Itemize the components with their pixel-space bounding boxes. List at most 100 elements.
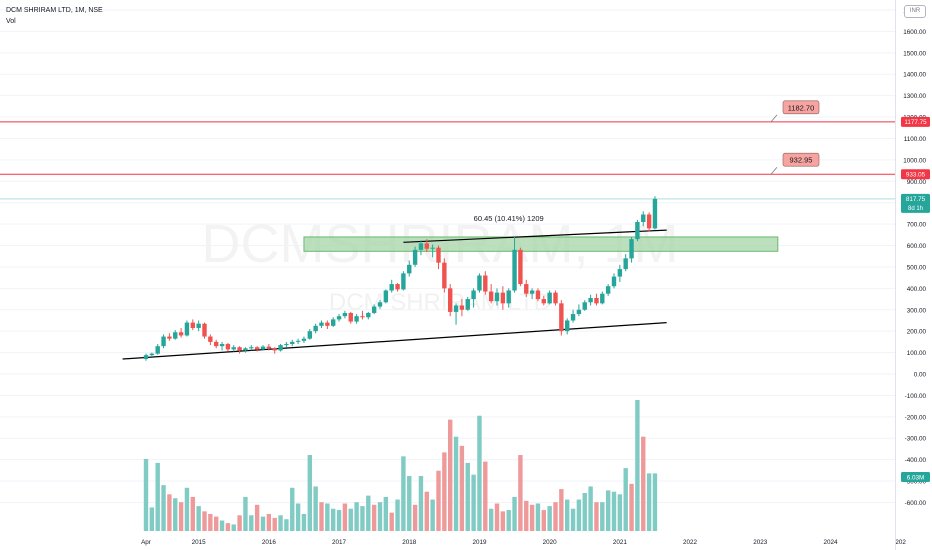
time-tick-label: 2022 [683, 539, 698, 546]
candle-body [214, 341, 219, 347]
candle-body [360, 316, 365, 318]
candle-body [559, 303, 564, 332]
price-axis-tags: 1177.75 933.05 817.75 8d 1h 6.03M [901, 116, 930, 482]
candle-body [301, 338, 307, 341]
candle-body [541, 299, 546, 304]
price-tick-label: -600.00 [905, 500, 927, 507]
candle-body [196, 323, 201, 328]
volume-bar [553, 502, 558, 531]
candle-body [319, 322, 324, 326]
price-axis[interactable]: 1700.001600.001500.001400.001300.001200.… [903, 8, 926, 507]
candle-body [506, 290, 511, 304]
time-tick-label: 202 [895, 539, 906, 546]
candle-body [518, 249, 523, 285]
candle-body [629, 239, 634, 259]
price-range-measure[interactable]: 60.45 (10.41%) 1209 [474, 214, 544, 223]
candle-body [565, 320, 570, 332]
price-tick-label: 700.00 [907, 222, 927, 229]
candle-body [529, 290, 535, 294]
price-axis-separator [895, 0, 896, 550]
volume-bar [149, 507, 155, 531]
price-tick-label: 600.00 [907, 243, 927, 250]
candle-body [535, 290, 541, 300]
support-resistance-zone[interactable] [303, 236, 779, 252]
price-tick-label: 100.00 [907, 350, 927, 357]
candle-body [342, 312, 348, 317]
volume-bar [196, 506, 201, 531]
candle-body [243, 348, 248, 351]
volume-bar [588, 486, 593, 531]
time-tick-label: 2024 [823, 539, 838, 546]
measure-label: 60.45 (10.41%) 1209 [474, 214, 544, 223]
candle-body [635, 221, 640, 240]
candle-body [617, 269, 623, 277]
currency-badge[interactable]: INR [904, 5, 926, 18]
trendlines[interactable] [122, 229, 667, 360]
volume-bar [518, 455, 523, 531]
candle-body [448, 288, 453, 312]
volume-bar [477, 415, 482, 531]
price-tick-label: 300.00 [907, 307, 927, 314]
volume-bar [301, 513, 307, 531]
volume-bar [325, 503, 330, 531]
price-tick-label: 500.00 [907, 264, 927, 271]
horizontal-price-lines[interactable]: 1182.70 932.95 [0, 100, 895, 200]
volume-bar [547, 506, 552, 531]
candle-body [605, 286, 611, 294]
candle-body [494, 292, 500, 302]
candle-body [500, 292, 506, 304]
watermark-line2: DCM SHRIRAM LTD [329, 289, 551, 316]
candle-body [623, 258, 628, 270]
time-tick-label: 2021 [613, 539, 628, 546]
candle-body [295, 340, 301, 342]
candle-body [173, 332, 178, 339]
volume-bar [494, 503, 500, 531]
volume-bar [465, 462, 470, 531]
price-tick-label: -200.00 [905, 414, 927, 421]
volume-bar [389, 512, 394, 531]
volume-bar [576, 499, 582, 531]
price-tick-label: -500.00 [905, 479, 927, 486]
candle-body [371, 306, 377, 313]
candle-body [231, 347, 236, 350]
volume-bar [430, 499, 435, 531]
volume-bar [529, 504, 535, 531]
volume-bar [231, 524, 236, 531]
candle-body [594, 297, 599, 304]
time-tick-label: 2020 [543, 539, 558, 546]
time-axis[interactable]: Apr 2015 2016 2017 2018 2019 2020 2021 2022 2023 2… [141, 539, 906, 546]
candle-body [442, 262, 447, 289]
volume-bar [260, 516, 266, 531]
price-tick-label: 0.00 [914, 372, 927, 379]
volume-bar [243, 496, 248, 531]
volume-bar [453, 436, 459, 531]
volume-bar [412, 504, 418, 531]
price-tag-label: 1177.75 [904, 119, 927, 126]
trendline [122, 322, 667, 360]
candle-body [348, 312, 353, 322]
candle-body [190, 322, 195, 328]
candle-body [325, 322, 330, 326]
candle-body [354, 316, 359, 322]
candle-body [307, 331, 312, 339]
callout-label: 932.95 [790, 156, 813, 165]
volume-bar [605, 490, 611, 531]
candle-body [395, 284, 400, 290]
volume-bar [184, 487, 190, 531]
candle-body [266, 346, 272, 349]
volume-bar [202, 511, 207, 531]
volume-bar [646, 473, 652, 531]
volume-legend: Vol [6, 18, 16, 25]
volume-bar [623, 468, 628, 531]
price-tick-label: 1300.00 [903, 93, 926, 100]
candle-body [383, 290, 389, 303]
price-tick-label: 900.00 [907, 179, 927, 186]
volume-bar [471, 474, 476, 531]
candle-body [272, 348, 277, 351]
candle-body [459, 305, 465, 310]
candle-body [412, 249, 418, 265]
volume-bar [371, 504, 377, 531]
volume-bar [395, 499, 400, 531]
candle-body [366, 312, 371, 318]
